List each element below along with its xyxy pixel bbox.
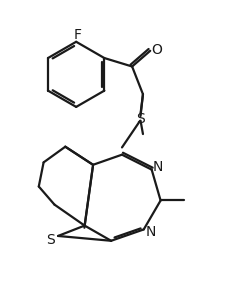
Text: N: N	[145, 225, 156, 239]
Text: N: N	[152, 160, 163, 174]
Text: S: S	[46, 233, 55, 247]
Text: S: S	[136, 112, 144, 126]
Text: F: F	[73, 28, 81, 42]
Text: O: O	[151, 42, 162, 57]
